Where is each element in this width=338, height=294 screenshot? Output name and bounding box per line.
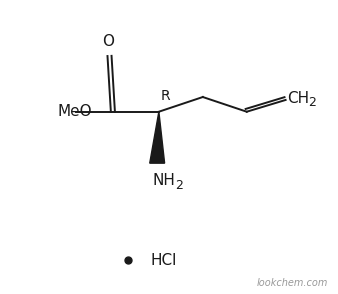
Text: HCl: HCl — [150, 253, 177, 268]
Polygon shape — [150, 112, 165, 163]
Text: CH: CH — [287, 91, 309, 106]
Text: 2: 2 — [309, 96, 316, 109]
Text: NH: NH — [153, 173, 176, 188]
Text: lookchem.com: lookchem.com — [257, 278, 328, 288]
Text: O: O — [102, 34, 114, 49]
Text: 2: 2 — [175, 179, 183, 192]
Text: R: R — [161, 89, 170, 103]
Text: MeO: MeO — [57, 104, 92, 119]
